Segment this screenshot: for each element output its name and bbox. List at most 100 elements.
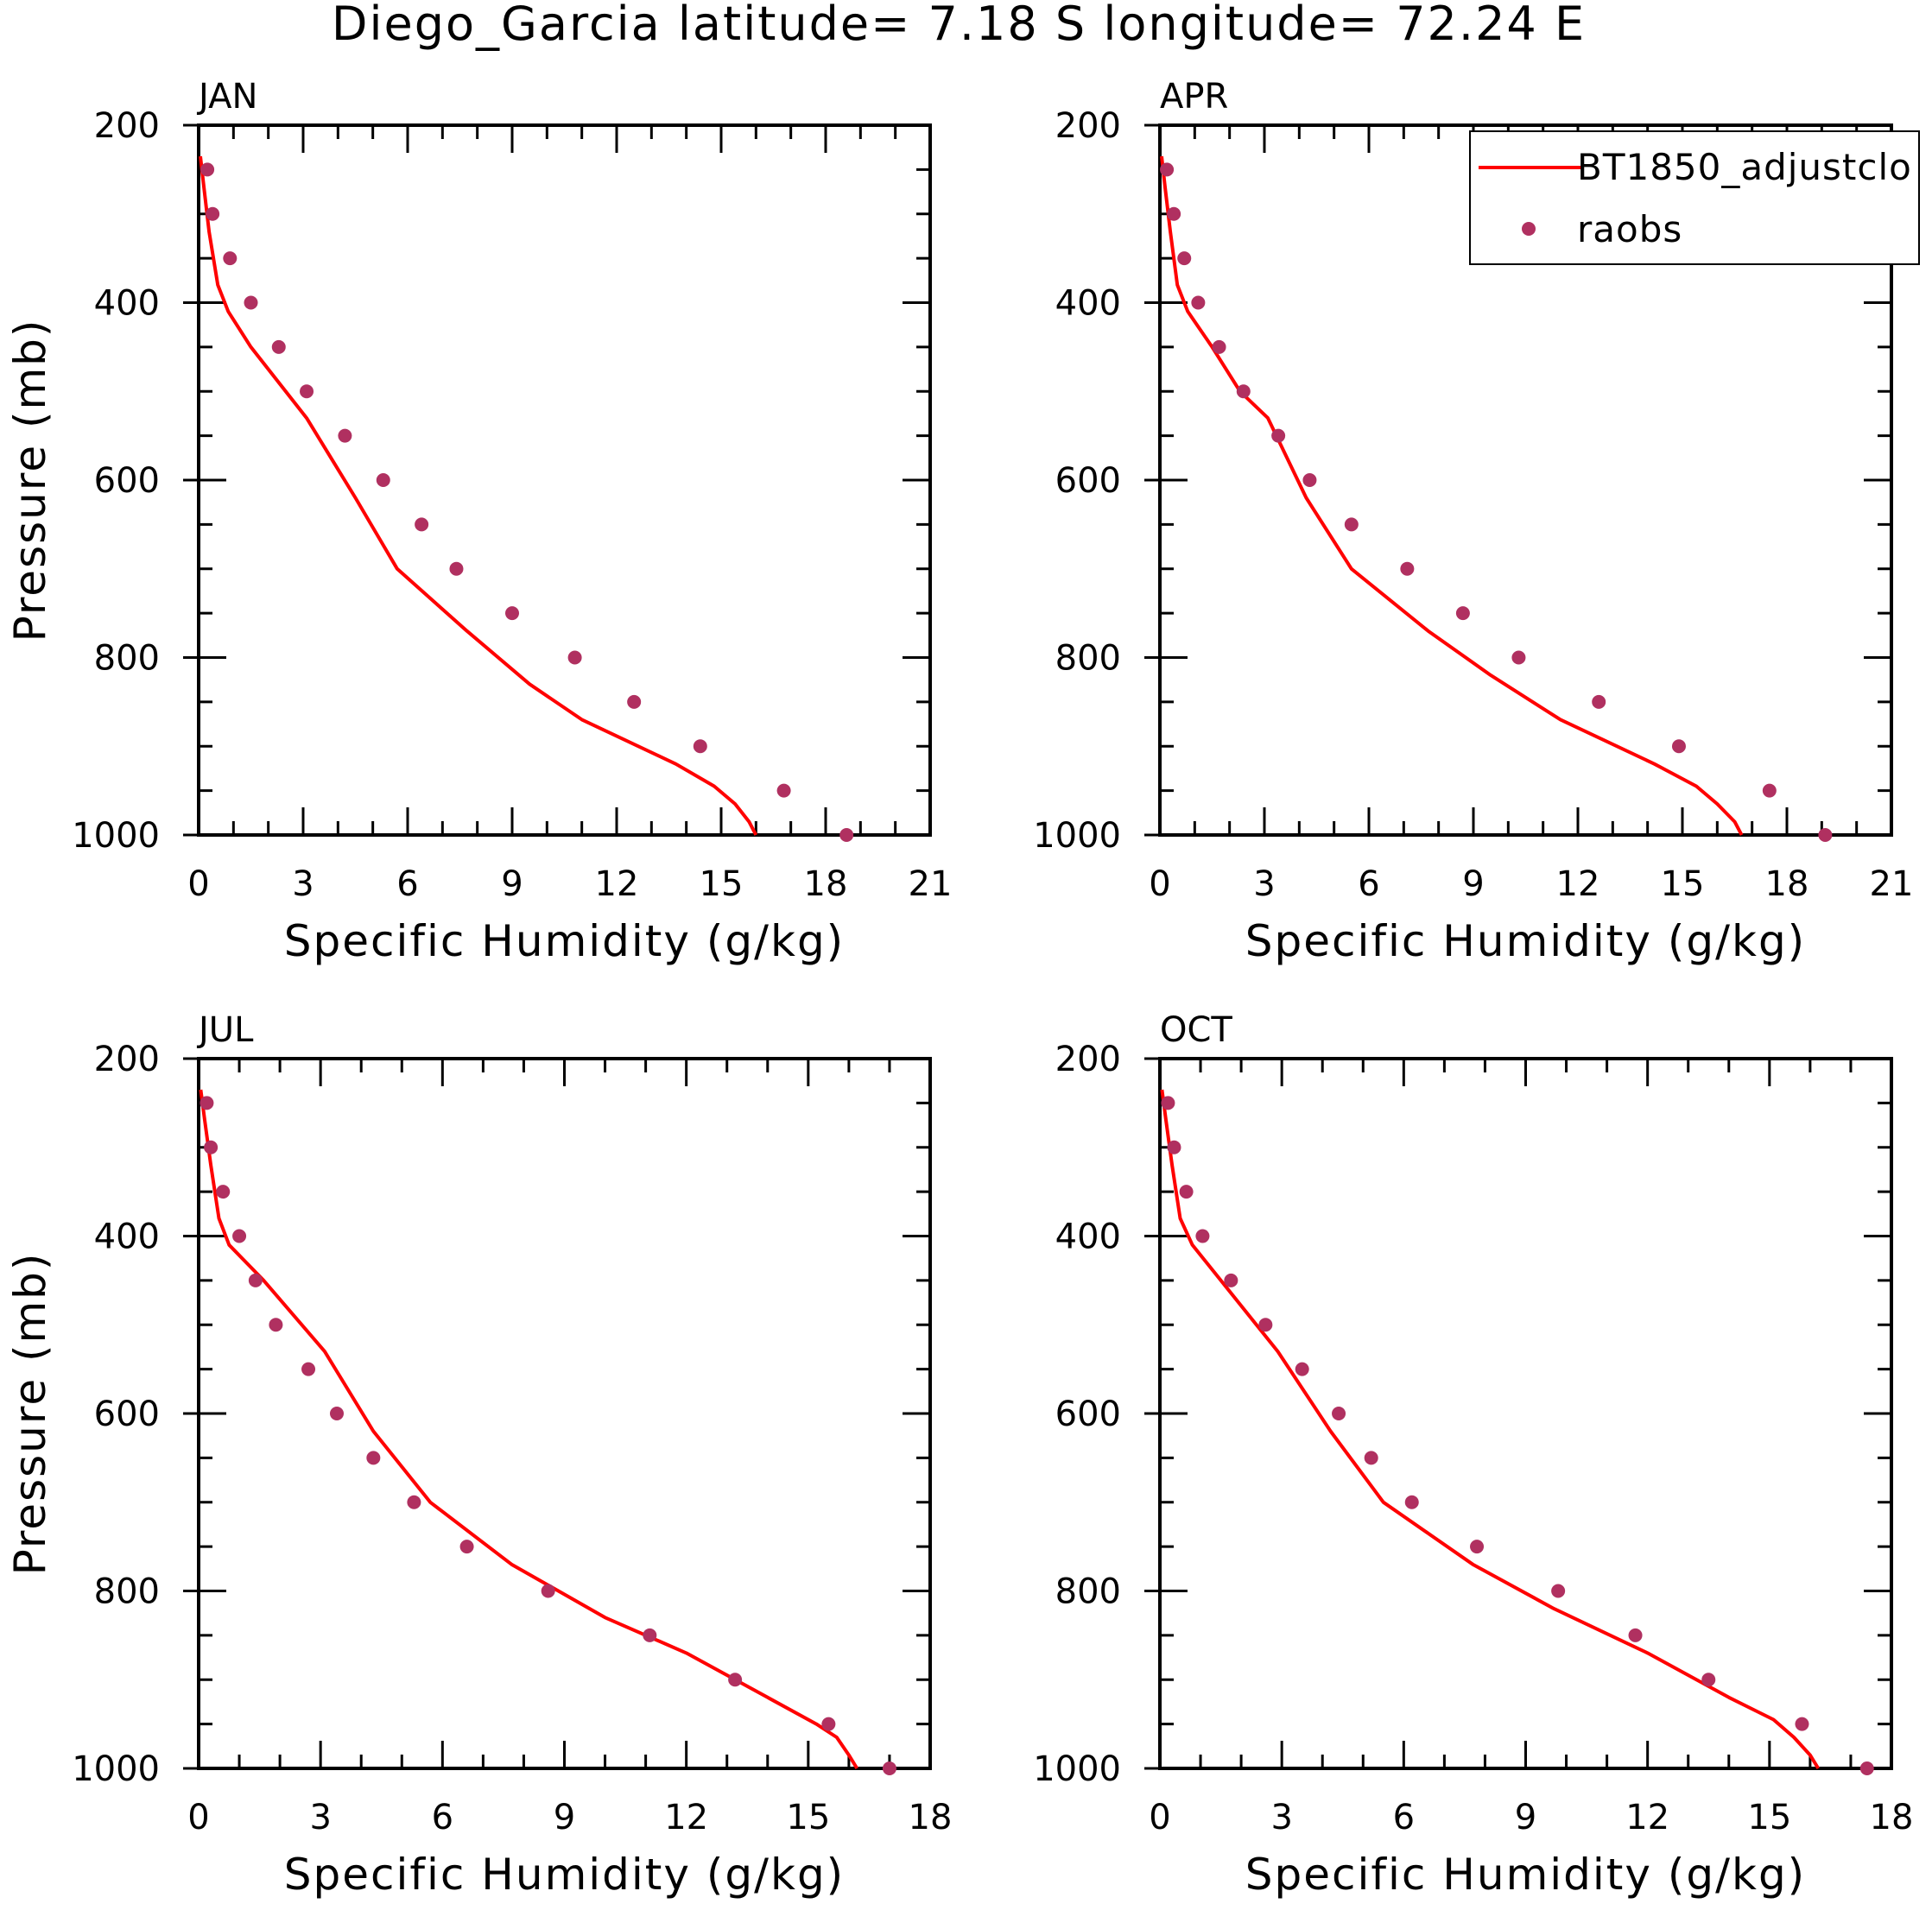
obs-point	[407, 1495, 421, 1509]
x-tick-label: 15	[1661, 864, 1705, 904]
obs-point	[1212, 339, 1226, 354]
x-tick-label: 9	[501, 864, 523, 904]
obs-point	[643, 1628, 657, 1642]
y-tick-label: 200	[94, 106, 160, 146]
model-line	[1160, 155, 1744, 836]
obs-point	[1179, 1185, 1194, 1199]
obs-point	[206, 206, 220, 221]
obs-point	[1191, 295, 1206, 310]
obs-point	[300, 384, 314, 399]
x-tick-label: 12	[595, 864, 639, 904]
obs-point	[1455, 606, 1470, 621]
obs-point	[1592, 694, 1606, 709]
obs-point	[1195, 1229, 1210, 1243]
x-tick-label: 0	[1149, 1798, 1170, 1837]
x-tick-label: 9	[1515, 1798, 1536, 1837]
obs-point	[1236, 384, 1251, 399]
obs-point	[1795, 1717, 1809, 1731]
x-axis-title: Specific Humidity (g/kg)	[284, 916, 845, 966]
obs-point	[244, 295, 258, 310]
obs-point	[459, 1540, 474, 1554]
obs-point	[1344, 517, 1359, 532]
x-tick-label: 18	[1765, 864, 1809, 904]
obs-point	[882, 1761, 896, 1775]
x-tick-label: 0	[187, 1798, 209, 1837]
obs-point	[1628, 1628, 1643, 1642]
y-tick-label: 200	[1055, 1040, 1121, 1079]
x-tick-label: 18	[804, 864, 848, 904]
obs-point	[232, 1229, 247, 1243]
panel-label: JAN	[196, 77, 257, 117]
x-tick-label: 3	[292, 864, 314, 904]
x-tick-label: 12	[664, 1798, 708, 1837]
obs-point	[271, 339, 286, 354]
x-axis-title: Specific Humidity (g/kg)	[284, 1850, 845, 1900]
y-tick-label: 200	[1055, 106, 1121, 146]
obs-point	[1167, 206, 1181, 221]
obs-point	[1762, 783, 1777, 798]
obs-point	[223, 251, 238, 266]
x-tick-label: 15	[1747, 1798, 1791, 1837]
obs-point	[839, 828, 854, 842]
obs-point	[567, 650, 582, 665]
y-tick-label: 800	[94, 1572, 160, 1612]
x-tick-label: 6	[396, 864, 418, 904]
obs-point	[329, 1407, 344, 1420]
y-tick-label: 1000	[1033, 816, 1121, 856]
panel-oct: OCT 0 3 6 9 12 15 18 200 400 600 800 1000 Specific Hu…	[1033, 1010, 1913, 1900]
obs-point	[1167, 1140, 1181, 1154]
y-tick-label: 600	[94, 461, 160, 501]
obs-point	[449, 561, 464, 576]
legend-line-label: BT1850_adjustclo	[1577, 146, 1912, 188]
obs-point	[1271, 428, 1286, 443]
obs-point	[1364, 1451, 1378, 1465]
obs-point	[204, 1140, 219, 1154]
y-tick-label: 400	[94, 284, 160, 324]
y-tick-label: 600	[1055, 1395, 1121, 1434]
panel-label: JUL	[196, 1010, 254, 1050]
x-tick-label: 15	[786, 1798, 830, 1837]
x-tick-label: 3	[1270, 1798, 1292, 1837]
plot-frame	[197, 123, 932, 837]
obs-point	[821, 1717, 836, 1731]
obs-point	[1404, 1495, 1419, 1509]
y-tick-label: 400	[94, 1217, 160, 1257]
y-axis-title: Pressure (mb)	[5, 1252, 55, 1576]
x-tick-label: 12	[1625, 1798, 1669, 1837]
y-tick-label: 200	[94, 1040, 160, 1079]
obs-point	[627, 694, 642, 709]
x-axis-title: Specific Humidity (g/kg)	[1245, 916, 1806, 966]
obs-point	[338, 428, 352, 443]
x-tick-label: 21	[909, 864, 953, 904]
x-tick-label: 9	[1462, 864, 1484, 904]
y-tick-label: 400	[1055, 284, 1121, 324]
y-tick-label: 1000	[1033, 1749, 1121, 1789]
obs-point	[776, 783, 791, 798]
obs-point	[200, 162, 215, 177]
legend: BT1850_adjustclo raobs	[1469, 130, 1920, 265]
y-tick-label: 600	[1055, 461, 1121, 501]
panel-jul: JUL 0 3 6 9 12 15 18 200 400 600 800 1000 Specific Hu…	[5, 1010, 952, 1900]
model-line	[199, 1089, 859, 1770]
obs-point	[1470, 1540, 1485, 1554]
x-tick-label: 0	[187, 864, 209, 904]
obs-point	[1295, 1362, 1309, 1376]
obs-point	[728, 1673, 743, 1687]
y-tick-label: 1000	[72, 1749, 160, 1789]
y-axis-title: Pressure (mb)	[5, 319, 55, 642]
obs-point	[1859, 1761, 1874, 1775]
figure-title: Diego_Garcia latitude= 7.18 S longitude=…	[332, 0, 1586, 51]
legend-points-swatch	[1522, 222, 1536, 236]
x-tick-label: 15	[700, 864, 744, 904]
model-line	[1160, 1089, 1821, 1770]
x-tick-label: 12	[1556, 864, 1600, 904]
x-tick-label: 9	[554, 1798, 575, 1837]
y-tick-label: 800	[1055, 639, 1121, 679]
obs-point	[301, 1362, 316, 1376]
x-tick-label: 6	[1393, 1798, 1415, 1837]
obs-point	[1161, 1096, 1175, 1110]
x-tick-label: 6	[1358, 864, 1379, 904]
obs-point	[269, 1318, 283, 1332]
obs-point	[415, 517, 429, 532]
